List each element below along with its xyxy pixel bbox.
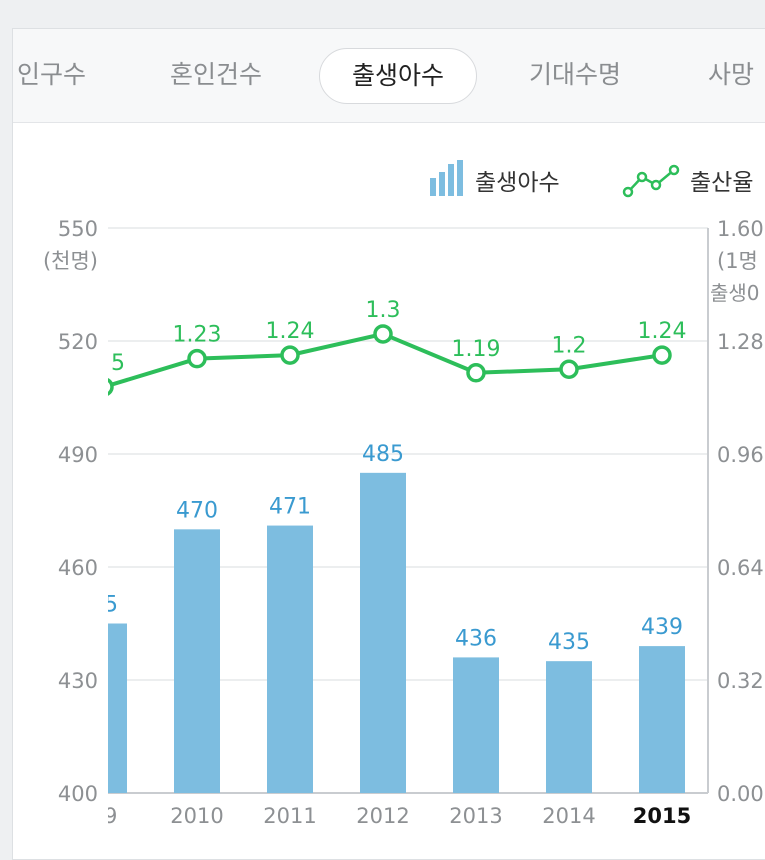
bar	[267, 525, 313, 793]
rate-point	[652, 345, 672, 365]
bar-chart-icon	[430, 160, 463, 196]
right-tick-label: 1.60	[717, 217, 764, 241]
rate-point	[280, 345, 300, 365]
bar-value-label: 436	[455, 626, 497, 651]
x-tick-label: 2010	[170, 804, 223, 828]
left-tick-label: 460	[58, 556, 98, 580]
rate-value-label: 1.24	[266, 319, 315, 344]
line-chart-icon	[622, 164, 680, 198]
rate-value-label: 1.2	[552, 333, 587, 358]
bar-value-label: 45	[90, 593, 118, 618]
bar	[639, 646, 685, 793]
left-tick-label: 520	[58, 330, 98, 354]
right-tick-label: 0.64	[717, 556, 764, 580]
right-tick-label: 0.32	[717, 669, 764, 693]
x-tick-label: 2014	[542, 804, 595, 828]
x-tick-label: 2011	[263, 804, 316, 828]
bar	[546, 661, 592, 793]
rate-point	[466, 363, 486, 383]
rate-value-label: 5	[111, 351, 125, 376]
tab-bar: 인구수 혼인건수 출생아수 기대수명 사망	[13, 29, 765, 123]
rate-value-label: 1.19	[452, 337, 501, 362]
right-tick-label: 0.96	[717, 443, 764, 467]
bar-value-label: 439	[641, 615, 683, 640]
bar-value-label: 435	[548, 630, 590, 655]
right-tick-label: 1.28	[717, 330, 764, 354]
x-tick-label: 2012	[356, 804, 409, 828]
right-tick-label: 0.00	[717, 782, 764, 806]
right-axis-unit: 출생0	[710, 281, 760, 305]
bar	[174, 529, 220, 793]
rate-point	[108, 378, 114, 396]
rate-point	[187, 348, 207, 369]
rate-value-label: 1.24	[638, 319, 687, 344]
bar	[360, 472, 406, 793]
bar-value-label: 471	[269, 495, 311, 520]
right-axis-unit: (1명	[717, 249, 758, 273]
bar-value-label: 485	[362, 442, 404, 467]
tab-population[interactable]: 인구수	[17, 60, 87, 89]
tab-births[interactable]: 출생아수	[319, 48, 478, 104]
tab-deaths[interactable]: 사망	[708, 60, 755, 89]
left-tick-label: 490	[58, 443, 98, 467]
left-tick-label: 430	[58, 669, 98, 693]
left-axis-unit: (천명)	[43, 249, 98, 273]
bar	[453, 657, 499, 793]
bar	[108, 623, 127, 793]
x-tick-label: 09	[91, 804, 118, 828]
rate-value-label: 1.3	[366, 298, 401, 323]
legend-bar-label: 출생아수	[475, 170, 560, 196]
left-tick-label: 550	[58, 217, 98, 241]
rate-point	[373, 324, 393, 344]
rate-value-label: 1.23	[173, 323, 222, 348]
tab-marriages[interactable]: 혼인건수	[170, 60, 263, 89]
legend: 출생아수 출산율	[430, 160, 753, 198]
rate-point	[559, 359, 579, 379]
legend-line-label: 출산율	[690, 170, 753, 196]
bar-value-label: 470	[176, 498, 218, 523]
x-tick-label: 2013	[449, 804, 502, 828]
left-tick-label: 400	[58, 782, 98, 806]
x-tick-label: 2015	[633, 804, 691, 828]
tab-life-expectancy[interactable]: 기대수명	[529, 60, 622, 89]
